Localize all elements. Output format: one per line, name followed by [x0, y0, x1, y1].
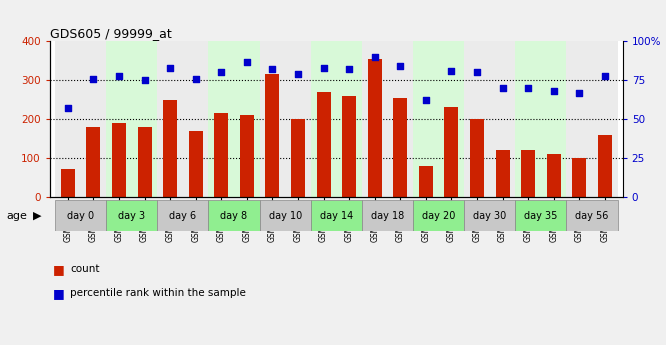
Bar — [362, 41, 413, 197]
Bar — [265, 75, 280, 197]
Text: day 10: day 10 — [268, 211, 302, 220]
Text: day 14: day 14 — [320, 211, 353, 220]
Bar — [157, 200, 208, 231]
Bar — [61, 169, 75, 197]
Bar — [413, 200, 464, 231]
Bar — [260, 41, 311, 197]
Bar — [112, 123, 126, 197]
Point — [446, 68, 457, 73]
Point — [574, 90, 585, 95]
Point — [242, 59, 252, 64]
Bar — [464, 41, 515, 197]
Point — [498, 85, 508, 91]
Bar — [567, 200, 617, 231]
Bar — [470, 119, 484, 197]
Bar — [419, 166, 433, 197]
Bar — [342, 96, 356, 197]
Point — [344, 67, 354, 72]
Bar — [413, 41, 464, 197]
Point — [599, 73, 610, 78]
Point — [88, 76, 99, 81]
Bar — [291, 119, 305, 197]
Text: ■: ■ — [53, 263, 65, 276]
Point — [165, 65, 175, 71]
Text: GDS605 / 99999_at: GDS605 / 99999_at — [50, 27, 172, 40]
Text: age: age — [7, 211, 27, 220]
Text: ▶: ▶ — [33, 211, 42, 220]
Point — [139, 77, 150, 83]
Point — [523, 85, 533, 91]
Bar — [316, 92, 330, 197]
Bar — [362, 200, 413, 231]
Point — [114, 73, 125, 78]
Point — [318, 65, 329, 71]
Bar — [598, 135, 612, 197]
Text: day 35: day 35 — [524, 211, 557, 220]
Bar — [260, 200, 311, 231]
Bar — [163, 100, 177, 197]
Point — [420, 98, 431, 103]
Text: day 56: day 56 — [575, 211, 609, 220]
Bar — [55, 200, 106, 231]
Point — [548, 88, 559, 94]
Bar — [208, 41, 260, 197]
Bar — [515, 200, 567, 231]
Bar — [521, 150, 535, 197]
Point — [190, 76, 201, 81]
Text: day 20: day 20 — [422, 211, 456, 220]
Text: day 3: day 3 — [118, 211, 145, 220]
Bar — [496, 150, 509, 197]
Bar — [464, 200, 515, 231]
Bar — [55, 41, 106, 197]
Bar — [188, 131, 202, 197]
Text: day 18: day 18 — [371, 211, 404, 220]
Bar — [547, 154, 561, 197]
Bar — [311, 200, 362, 231]
Point — [63, 106, 73, 111]
Bar — [157, 41, 208, 197]
Bar — [515, 41, 567, 197]
Bar — [368, 59, 382, 197]
Point — [267, 67, 278, 72]
Point — [370, 54, 380, 60]
Bar — [208, 200, 260, 231]
Bar — [393, 98, 408, 197]
Bar — [87, 127, 101, 197]
Bar — [444, 107, 458, 197]
Text: day 8: day 8 — [220, 211, 248, 220]
Bar — [137, 127, 152, 197]
Bar — [567, 41, 617, 197]
Text: percentile rank within the sample: percentile rank within the sample — [70, 288, 246, 298]
Bar — [572, 158, 586, 197]
Text: day 30: day 30 — [473, 211, 506, 220]
Point — [395, 63, 406, 69]
Text: day 0: day 0 — [67, 211, 94, 220]
Bar — [106, 200, 157, 231]
Bar — [311, 41, 362, 197]
Point — [472, 70, 482, 75]
Text: day 6: day 6 — [169, 211, 196, 220]
Bar — [106, 41, 157, 197]
Bar — [214, 113, 228, 197]
Bar — [240, 115, 254, 197]
Point — [216, 70, 226, 75]
Text: ■: ■ — [53, 287, 65, 300]
Text: count: count — [70, 264, 99, 274]
Point — [292, 71, 303, 77]
